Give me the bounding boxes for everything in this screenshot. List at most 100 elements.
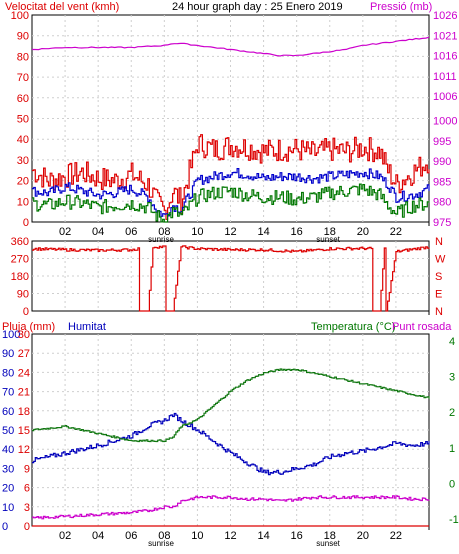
x-tick-label: 10: [191, 530, 203, 542]
x-tick-label: 20: [357, 226, 369, 238]
x-tick-label: 08: [158, 530, 170, 542]
x-tick-label: 06: [125, 530, 137, 542]
humidity-y-tick-label: 30: [2, 463, 14, 475]
rain-y-tick-label: 21: [18, 387, 30, 399]
compass-tick-label: S: [435, 271, 442, 283]
x-tick-label: 22: [390, 226, 402, 238]
pressure-y-tick-label: 975: [433, 217, 451, 229]
dewpoint-line: [32, 495, 430, 520]
humidity-y-tick-label: 60: [2, 406, 14, 418]
wind-y-tick-label: 40: [17, 134, 29, 146]
wind-average-line: [32, 168, 430, 217]
wind-gust-line: [32, 134, 430, 220]
temperature-y-tick-label: 4: [449, 336, 455, 348]
wind-min-line: [32, 183, 430, 223]
temperature-y-tick-label: 2: [449, 407, 455, 419]
rain-y-tick-label: 0: [24, 521, 30, 533]
temperature-line: [32, 368, 430, 443]
direction-y-tick-label: 180: [11, 271, 29, 283]
x-tick-label: 16: [291, 530, 303, 542]
humidity-y-tick-label: 40: [2, 444, 14, 456]
temperature-axis-title: Temperatura (°C): [311, 321, 395, 333]
x-tick-label: 06: [125, 226, 137, 238]
compass-tick-label: N: [435, 236, 443, 248]
wind-chart-title: Velocitat del vent (kmh): [5, 1, 119, 13]
rain-axis-title: Pluja (mm): [2, 321, 55, 333]
rain-y-tick-label: 6: [24, 483, 30, 495]
pressure-y-tick-label: 1026: [433, 10, 457, 22]
wind-y-tick-label: 0: [23, 217, 29, 229]
rain-y-tick-label: 12: [18, 444, 30, 456]
humidity-y-tick-label: 70: [2, 387, 14, 399]
wind-y-tick-label: 30: [17, 155, 29, 167]
wind-y-tick-label: 90: [17, 31, 29, 43]
temperature-y-tick-label: 0: [449, 478, 455, 490]
rain-y-tick-label: 3: [24, 502, 30, 514]
compass-tick-label: W: [435, 254, 446, 266]
pressure-y-tick-label: 990: [433, 156, 451, 168]
wind-y-tick-label: 70: [17, 72, 29, 84]
x-tick-label: 22: [390, 530, 402, 542]
humidity-y-tick-label: 80: [2, 367, 14, 379]
x-tick-label: 18: [324, 226, 336, 238]
x-tick-label: 10: [191, 226, 203, 238]
humidity-y-tick-label: 10: [2, 502, 14, 514]
pressure-y-tick-label: 980: [433, 197, 451, 209]
compass-tick-label: E: [435, 289, 442, 301]
humidity-y-tick-label: 20: [2, 483, 14, 495]
pressure-y-tick-label: 1021: [433, 30, 457, 42]
wind-y-tick-label: 100: [11, 10, 29, 22]
sunrise-label: sunrise: [148, 235, 174, 244]
x-tick-label: 02: [59, 226, 71, 238]
direction-y-tick-label: 0: [23, 306, 29, 318]
x-tick-label: 04: [92, 226, 104, 238]
x-tick-label: 16: [291, 226, 303, 238]
temperature-y-tick-label: 1: [449, 443, 455, 455]
pressure-chart-title: Pressió (mb): [370, 1, 432, 13]
rain-y-tick-label: 9: [24, 463, 30, 475]
direction-y-tick-label: 360: [11, 236, 29, 248]
sunset-label: sunset: [316, 539, 340, 548]
temperature-y-tick-label: 3: [449, 372, 455, 384]
humidity-y-tick-label: 0: [2, 521, 8, 533]
humidity-line: [32, 412, 430, 476]
pressure-y-tick-label: 985: [433, 176, 451, 188]
x-tick-label: 12: [224, 530, 236, 542]
humidity-y-tick-label: 90: [2, 348, 14, 360]
pressure-y-tick-label: 1000: [433, 116, 457, 128]
direction-y-tick-label: 90: [17, 289, 29, 301]
humidity-y-tick-label: 100: [2, 329, 20, 341]
rain-y-tick-label: 30: [18, 329, 30, 341]
sunset-label: sunset: [316, 235, 340, 244]
rain-y-tick-label: 24: [18, 367, 30, 379]
humidity-axis-title: Humitat: [68, 321, 106, 333]
compass-tick-label: N: [435, 306, 443, 318]
graph-date-title: 24 hour graph day : 25 Enero 2019: [172, 1, 343, 13]
pressure-y-tick-label: 995: [433, 136, 451, 148]
x-tick-label: 20: [357, 530, 369, 542]
humidity-y-tick-label: 50: [2, 425, 14, 437]
pressure-line: [32, 36, 430, 57]
dewpoint-axis-title: Punt rosada: [392, 321, 452, 333]
pressure-y-tick-label: 1011: [433, 71, 457, 83]
x-tick-label: 14: [257, 530, 269, 542]
sunrise-label: sunrise: [148, 539, 174, 548]
wind-y-tick-label: 20: [17, 176, 29, 188]
x-tick-label: 08: [158, 226, 170, 238]
rain-y-tick-label: 18: [18, 406, 30, 418]
rain-y-tick-label: 15: [18, 425, 30, 437]
pressure-y-tick-label: 1006: [433, 91, 457, 103]
wind-direction-line: [32, 245, 430, 312]
x-tick-label: 04: [92, 530, 104, 542]
x-tick-label: 18: [324, 530, 336, 542]
temperature-y-tick-label: -1: [449, 514, 459, 526]
wind-y-tick-label: 10: [17, 196, 29, 208]
direction-y-tick-label: 270: [11, 254, 29, 266]
x-tick-label: 14: [257, 226, 269, 238]
wind-y-tick-label: 50: [17, 114, 29, 126]
wind-y-tick-label: 80: [17, 51, 29, 63]
rain-y-tick-label: 27: [18, 348, 30, 360]
wind-y-tick-label: 60: [17, 93, 29, 105]
pressure-y-tick-label: 1016: [433, 51, 457, 63]
